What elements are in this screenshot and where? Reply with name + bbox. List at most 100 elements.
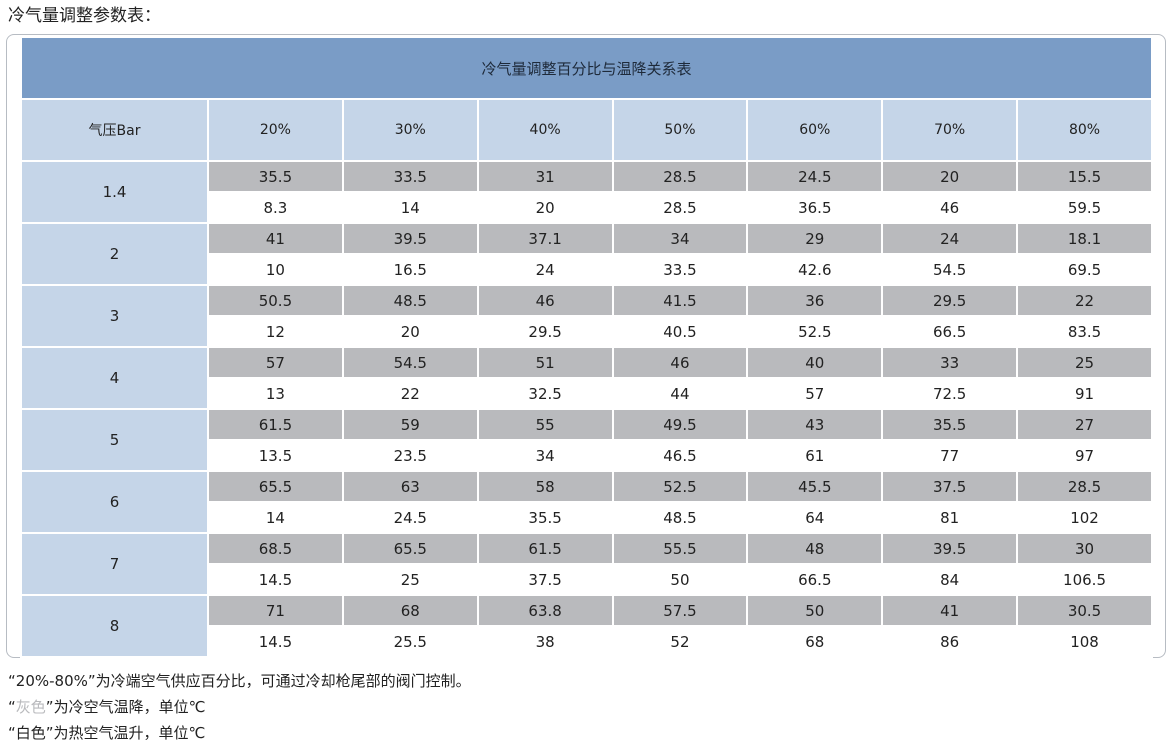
cold-value-cell: 37.5 <box>881 470 1019 503</box>
note-gray-open-quote: “ <box>8 698 16 716</box>
cold-value-cell: 22 <box>1016 284 1153 317</box>
cold-value-cell: 50 <box>746 594 884 627</box>
cold-row: 3 50.5 48.5 46 41.5 36 29.5 22 <box>20 284 1153 348</box>
cold-value-cell: 41.5 <box>611 284 749 317</box>
cold-value-cell: 41 <box>207 222 344 255</box>
cold-value-cell: 31 <box>476 160 614 193</box>
cold-value-cell: 27 <box>1016 408 1153 441</box>
table-title: 冷气量调整百分比与温降关系表 <box>20 36 1153 100</box>
cold-value-cell: 55.5 <box>611 532 749 565</box>
hot-value-cell: 32.5 <box>476 377 614 410</box>
hot-value-cell: 72.5 <box>881 377 1019 410</box>
hot-row: 13 22 32.5 44 57 72.5 91 <box>21 377 1153 410</box>
hot-value-cell: 69.5 <box>1016 253 1153 286</box>
cold-value-cell: 24.5 <box>746 160 884 193</box>
note-gray: “灰色”为冷空气温降，单位℃ <box>8 694 471 720</box>
hot-value-cell: 8.3 <box>207 191 344 224</box>
column-header: 70% <box>881 98 1019 162</box>
hot-value-cell: 14.5 <box>207 563 344 596</box>
column-header: 60% <box>746 98 884 162</box>
hot-value-cell: 81 <box>881 501 1019 534</box>
cold-value-cell: 59 <box>341 408 479 441</box>
column-header: 40% <box>476 98 614 162</box>
cold-value-cell: 49.5 <box>611 408 749 441</box>
hot-row: 10 16.5 24 33.5 42.6 54.5 69.5 <box>21 253 1153 286</box>
cold-value-cell: 61.5 <box>476 532 614 565</box>
hot-row: 14.5 25.5 38 52 68 86 108 <box>21 625 1153 658</box>
hot-row: 13.5 23.5 34 46.5 61 77 97 <box>21 439 1153 472</box>
cold-row: 8 71 68 63.8 57.5 50 41 30.5 <box>20 594 1153 658</box>
table-title-row: 冷气量调整百分比与温降关系表 <box>20 36 1153 100</box>
hot-value-cell: 20 <box>476 191 614 224</box>
page-heading: 冷气量调整参数表： <box>8 6 161 26</box>
cold-value-cell: 52.5 <box>611 470 749 503</box>
hot-value-cell: 64 <box>746 501 884 534</box>
hot-value-cell: 46 <box>881 191 1019 224</box>
hot-value-cell: 84 <box>881 563 1019 596</box>
hot-value-cell: 86 <box>881 625 1019 658</box>
hot-value-cell: 10 <box>207 253 344 286</box>
note-percentage: “20%-80%”为冷端空气供应百分比，可通过冷却枪尾部的阀门控制。 <box>8 672 471 690</box>
hot-value-cell: 14 <box>341 191 479 224</box>
column-header: 20% <box>207 98 344 162</box>
cold-value-cell: 58 <box>476 470 614 503</box>
cold-row: 6 65.5 63 58 52.5 45.5 37.5 28.5 <box>20 470 1153 534</box>
hot-value-cell: 40.5 <box>611 315 749 348</box>
hot-row: 8.3 14 20 28.5 36.5 46 59.5 <box>21 191 1153 224</box>
note-gray-rest: ”为冷空气温降，单位℃ <box>45 698 206 716</box>
cold-value-cell: 68 <box>341 594 479 627</box>
cold-value-cell: 30 <box>1016 532 1153 565</box>
notes: “20%-80%”为冷端空气供应百分比，可通过冷却枪尾部的阀门控制。 “灰色”为… <box>8 668 471 746</box>
cold-value-cell: 28.5 <box>611 160 749 193</box>
cold-value-cell: 34 <box>611 222 749 255</box>
hot-value-cell: 48.5 <box>611 501 749 534</box>
hot-value-cell: 52 <box>611 625 749 658</box>
hot-value-cell: 68 <box>746 625 884 658</box>
cold-row: 5 61.5 59 55 49.5 43 35.5 27 <box>20 408 1153 472</box>
hot-value-cell: 97 <box>1016 439 1153 472</box>
cold-value-cell: 33 <box>881 346 1019 379</box>
hot-row: 12 20 29.5 40.5 52.5 66.5 83.5 <box>21 315 1153 348</box>
cold-value-cell: 30.5 <box>1016 594 1153 627</box>
table-frame <box>6 34 1166 658</box>
cold-value-cell: 48.5 <box>341 284 479 317</box>
hot-value-cell: 42.6 <box>746 253 884 286</box>
hot-row: 14.5 25 37.5 50 66.5 84 106.5 <box>21 563 1153 596</box>
hot-row: 14 24.5 35.5 48.5 64 81 102 <box>21 501 1153 534</box>
hot-value-cell: 61 <box>746 439 884 472</box>
hot-value-cell: 22 <box>341 377 479 410</box>
hot-value-cell: 23.5 <box>341 439 479 472</box>
hot-value-cell: 13.5 <box>207 439 344 472</box>
cold-value-cell: 29.5 <box>881 284 1019 317</box>
hot-value-cell: 91 <box>1016 377 1153 410</box>
pressure-cell: 8 <box>20 594 209 658</box>
hot-value-cell: 16.5 <box>341 253 479 286</box>
cold-value-cell: 50.5 <box>207 284 344 317</box>
cold-value-cell: 51 <box>476 346 614 379</box>
cold-value-cell: 35.5 <box>881 408 1019 441</box>
cold-value-cell: 46 <box>611 346 749 379</box>
note-white: “白色”为热空气温升，单位℃ <box>8 724 206 742</box>
cold-value-cell: 61.5 <box>207 408 344 441</box>
hot-value-cell: 36.5 <box>746 191 884 224</box>
hot-value-cell: 20 <box>341 315 479 348</box>
hot-value-cell: 33.5 <box>611 253 749 286</box>
cold-value-cell: 36 <box>746 284 884 317</box>
table-header-row: 气压Bar 20% 30% 40% 50% 60% 70% 80% <box>20 98 1153 162</box>
cold-value-cell: 48 <box>746 532 884 565</box>
hot-value-cell: 14.5 <box>207 625 344 658</box>
cold-value-cell: 65.5 <box>207 470 344 503</box>
pressure-cell: 3 <box>20 284 209 348</box>
cold-value-cell: 29 <box>746 222 884 255</box>
cold-value-cell: 46 <box>476 284 614 317</box>
hot-value-cell: 66.5 <box>881 315 1019 348</box>
hot-value-cell: 54.5 <box>881 253 1019 286</box>
cold-value-cell: 57 <box>207 346 344 379</box>
hot-value-cell: 44 <box>611 377 749 410</box>
cold-value-cell: 40 <box>746 346 884 379</box>
cold-value-cell: 39.5 <box>881 532 1019 565</box>
hot-value-cell: 77 <box>881 439 1019 472</box>
hot-value-cell: 13 <box>207 377 344 410</box>
hot-value-cell: 106.5 <box>1016 563 1153 596</box>
cold-value-cell: 37.1 <box>476 222 614 255</box>
